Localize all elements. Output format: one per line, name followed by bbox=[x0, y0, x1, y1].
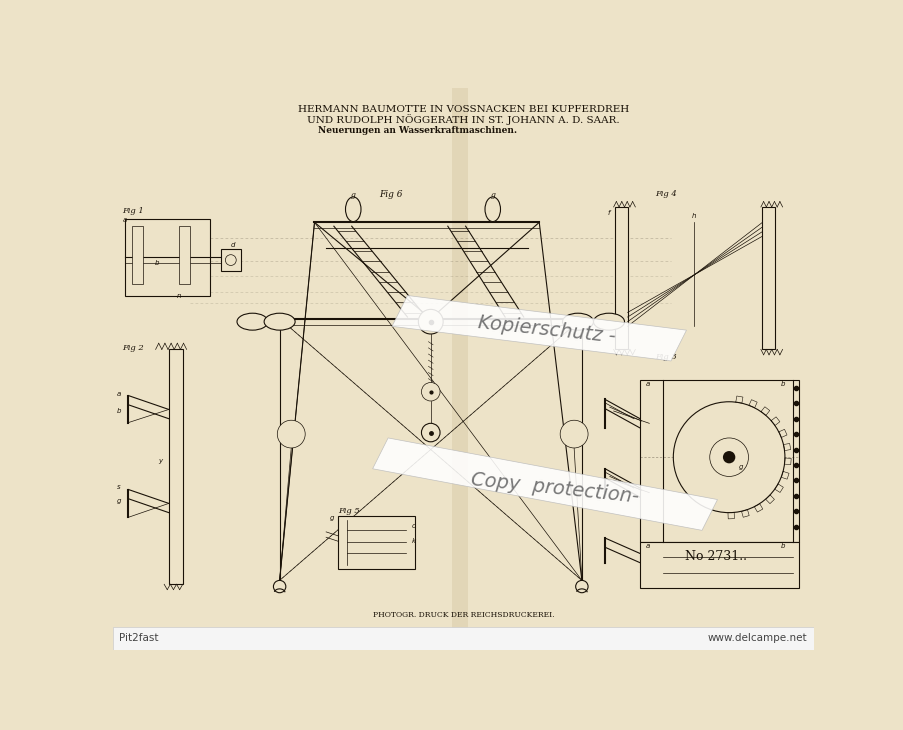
Polygon shape bbox=[372, 438, 717, 531]
Bar bbox=[761, 207, 774, 350]
Text: a: a bbox=[646, 381, 650, 388]
Text: a: a bbox=[116, 391, 121, 396]
Text: y: y bbox=[158, 458, 163, 464]
Text: n: n bbox=[176, 293, 181, 299]
Bar bbox=[113, 626, 813, 650]
Bar bbox=[639, 542, 798, 588]
Polygon shape bbox=[392, 296, 685, 361]
Text: No 2731..: No 2731.. bbox=[684, 550, 746, 563]
Ellipse shape bbox=[593, 313, 624, 330]
Text: g: g bbox=[116, 499, 121, 504]
Text: g: g bbox=[350, 191, 355, 199]
Text: www.delcampe.net: www.delcampe.net bbox=[707, 633, 806, 643]
Text: s: s bbox=[116, 484, 120, 490]
Text: c: c bbox=[411, 523, 414, 529]
Ellipse shape bbox=[264, 313, 294, 330]
Bar bbox=[338, 517, 414, 569]
Bar bbox=[615, 207, 627, 350]
Bar bbox=[179, 226, 190, 284]
Bar bbox=[452, 88, 468, 650]
Ellipse shape bbox=[562, 313, 593, 330]
Text: g: g bbox=[329, 515, 333, 521]
Text: h: h bbox=[691, 213, 695, 220]
Text: Fig 2: Fig 2 bbox=[122, 344, 144, 352]
Text: Copy  protection-: Copy protection- bbox=[470, 469, 639, 507]
Circle shape bbox=[575, 580, 588, 593]
Circle shape bbox=[560, 420, 588, 448]
Text: b: b bbox=[780, 543, 785, 549]
Text: Fig 4: Fig 4 bbox=[655, 190, 676, 198]
Text: f: f bbox=[607, 210, 610, 215]
Text: d: d bbox=[230, 242, 235, 248]
Text: Fig 5: Fig 5 bbox=[338, 507, 359, 515]
Text: k: k bbox=[411, 539, 414, 545]
Circle shape bbox=[421, 423, 440, 442]
Circle shape bbox=[418, 310, 442, 334]
Bar bbox=[169, 350, 182, 584]
Circle shape bbox=[273, 580, 285, 593]
Circle shape bbox=[722, 451, 734, 464]
Circle shape bbox=[673, 402, 784, 512]
Text: Neuerungen an Wasserkraftmaschinen.: Neuerungen an Wasserkraftmaschinen. bbox=[318, 126, 517, 135]
Text: b: b bbox=[116, 407, 121, 413]
Text: Fig 3: Fig 3 bbox=[655, 353, 676, 361]
Bar bbox=[125, 218, 209, 296]
Text: HERMANN BAUMOTTE IN VOSSNACKEN BEI KUPFERDREH: HERMANN BAUMOTTE IN VOSSNACKEN BEI KUPFE… bbox=[297, 104, 628, 114]
Ellipse shape bbox=[485, 197, 500, 222]
Bar bbox=[639, 380, 798, 542]
Circle shape bbox=[277, 420, 305, 448]
Text: g: g bbox=[489, 191, 495, 199]
Text: b: b bbox=[154, 260, 159, 266]
Text: g: g bbox=[738, 464, 742, 469]
Text: Fig 6: Fig 6 bbox=[378, 190, 402, 199]
Text: a: a bbox=[122, 218, 126, 223]
Text: b: b bbox=[780, 381, 785, 388]
Ellipse shape bbox=[237, 313, 267, 330]
Text: PHOTOGR. DRUCK DER REICHSDRUCKEREI.: PHOTOGR. DRUCK DER REICHSDRUCKEREI. bbox=[372, 611, 554, 619]
Text: Pit2fast: Pit2fast bbox=[119, 633, 159, 643]
Text: UND RUDOLPH NÖGGERATH IN ST. JOHANN A. D. SAAR.: UND RUDOLPH NÖGGERATH IN ST. JOHANN A. D… bbox=[307, 114, 619, 125]
Text: Kopierschutz -: Kopierschutz - bbox=[477, 313, 616, 347]
Circle shape bbox=[225, 255, 236, 266]
Text: Fig 1: Fig 1 bbox=[122, 207, 144, 215]
Circle shape bbox=[709, 438, 748, 477]
Bar bbox=[132, 226, 143, 284]
Ellipse shape bbox=[345, 197, 360, 222]
Bar bbox=[221, 250, 240, 271]
Text: a: a bbox=[646, 543, 650, 549]
Circle shape bbox=[421, 383, 440, 401]
